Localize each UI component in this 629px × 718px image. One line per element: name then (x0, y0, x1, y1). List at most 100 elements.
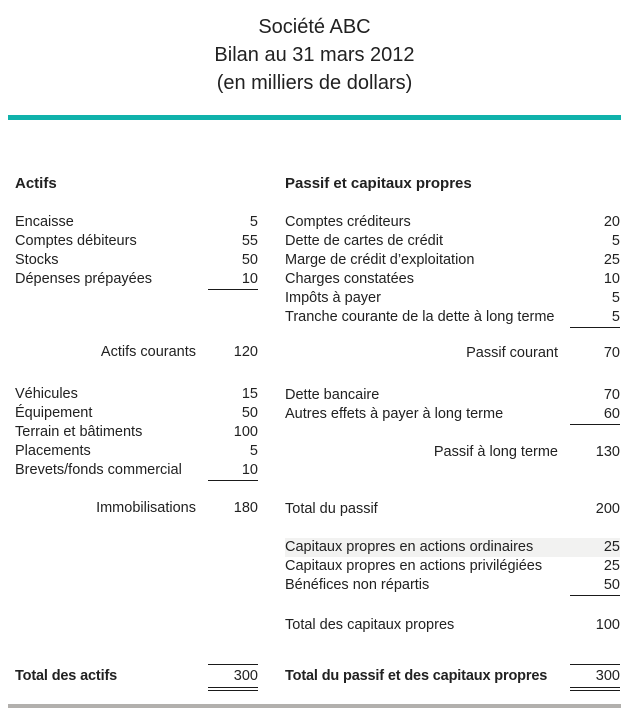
row-label: Passif à long terme (433, 444, 558, 460)
table-row: Dette de cartes de crédit 5 (285, 232, 620, 251)
row-value: 5 (249, 443, 258, 459)
row-label: Capitaux propres en actions ordinaires (285, 539, 534, 555)
units-note: (en milliers de dollars) (216, 72, 413, 94)
row-value: 5 (611, 290, 620, 306)
row-value: 10 (603, 271, 620, 287)
subtotal-row: Immobilisations 180 (15, 499, 258, 518)
table-row: Encaisse 5 (15, 213, 258, 232)
top-accent-rule (8, 115, 621, 120)
table-row: Véhicules 15 (15, 385, 258, 404)
row-value: 5 (249, 214, 258, 230)
row-value: 130 (595, 444, 620, 460)
table-row: Comptes débiteurs 55 (15, 232, 258, 251)
row-value: 55 (241, 233, 258, 249)
row-value: 180 (233, 500, 258, 516)
table-row: Impôts à payer 5 (285, 289, 620, 308)
table-row: Brevets/fonds commercial 10 (15, 461, 258, 481)
line-row: Total du passif 200 (285, 500, 620, 519)
table-row: Marge de crédit d’exploitation 25 (285, 251, 620, 270)
total-row: Total du passif et des capitaux propres 3… (285, 664, 620, 691)
line-row: Total des capitaux propres 100 (285, 616, 620, 635)
row-value: 10 (208, 270, 258, 290)
row-value: 5 (611, 233, 620, 249)
row-label: Placements (15, 443, 91, 459)
subtotal-row: Passif à long terme 130 (285, 443, 620, 462)
row-label: Dépenses prépayées (15, 271, 153, 287)
row-label: Tranche courante de la dette à long term… (285, 309, 555, 325)
table-row: Tranche courante de la dette à long term… (285, 308, 620, 328)
subtotal-row: Passif courant 70 (285, 344, 620, 363)
row-value: 5 (570, 308, 620, 328)
row-label: Passif courant (466, 345, 558, 361)
row-label: Brevets/fonds commercial (15, 462, 182, 478)
table-row: Capitaux propres en actions ordinaires 25 (285, 538, 620, 557)
row-value: 70 (603, 387, 620, 403)
row-value: 10 (208, 461, 258, 481)
row-label: Terrain et bâtiments (15, 424, 143, 440)
table-row: Charges constatées 10 (285, 270, 620, 289)
row-value: 60 (570, 405, 620, 425)
document-title-block: Société ABC Bilan au 31 mars 2012 (en mi… (0, 0, 629, 97)
table-row: Dette bancaire 70 (285, 386, 620, 405)
balance-sheet-body: Actifs Encaisse 5 Comptes débiteurs 55 Stock… (15, 174, 620, 691)
row-label: Comptes créditeurs (285, 214, 411, 230)
row-value: 20 (603, 214, 620, 230)
items-group: Dette bancaire 70 Autres effets à payer à … (285, 386, 620, 425)
bottom-gray-rule (8, 704, 621, 708)
row-label: Dette bancaire (285, 387, 380, 403)
row-value: 25 (603, 252, 620, 268)
company-name: Société ABC (258, 16, 371, 38)
row-label: Équipement (15, 405, 93, 421)
row-label: Autres effets à payer à long terme (285, 406, 504, 422)
liabilities-equity-heading: Passif et capitaux propres (285, 175, 472, 192)
items-group: Véhicules 15 Équipement 50 Terrain et bâtime… (15, 385, 258, 481)
table-row: Stocks 50 (15, 251, 258, 270)
table-row: Autres effets à payer à long terme 60 (285, 405, 620, 425)
row-label: Charges constatées (285, 271, 414, 287)
row-label: Actifs courants (100, 344, 196, 360)
table-row: Équipement 50 (15, 404, 258, 423)
row-value: 50 (570, 576, 620, 596)
assets-heading: Actifs (15, 175, 57, 192)
liabilities-equity-column: Passif et capitaux propres Comptes crédi… (285, 174, 620, 691)
table-row: Dépenses prépayées 10 (15, 270, 258, 290)
row-label: Stocks (15, 252, 59, 268)
row-value: 50 (241, 252, 258, 268)
row-value: 25 (603, 539, 620, 555)
row-label: Total des actifs (15, 668, 118, 684)
row-label: Total des capitaux propres (285, 617, 455, 633)
row-value: 70 (603, 345, 620, 361)
row-label: Dette de cartes de crédit (285, 233, 443, 249)
table-row: Placements 5 (15, 442, 258, 461)
row-label: Véhicules (15, 386, 78, 402)
subtotal-row: Actifs courants 120 (15, 343, 258, 362)
row-label: Impôts à payer (285, 290, 381, 306)
row-value: 120 (233, 344, 258, 360)
row-value: 15 (241, 386, 258, 402)
items-group: Comptes créditeurs 20 Dette de cartes de c… (285, 213, 620, 328)
row-label: Immobilisations (96, 500, 196, 516)
table-row: Bénéfices non répartis 50 (285, 576, 620, 596)
assets-column: Actifs Encaisse 5 Comptes débiteurs 55 Stock… (15, 174, 258, 691)
row-value: 25 (603, 558, 620, 574)
row-label: Comptes débiteurs (15, 233, 137, 249)
statement-title: Bilan au 31 mars 2012 (214, 44, 415, 66)
row-value: 300 (208, 664, 258, 691)
row-label: Encaisse (15, 214, 74, 230)
total-row: Total des actifs 300 (15, 664, 258, 691)
items-group: Capitaux propres en actions ordinaires 25… (285, 538, 620, 596)
table-row: Capitaux propres en actions privilégiées… (285, 557, 620, 576)
row-value: 100 (595, 617, 620, 633)
items-group: Encaisse 5 Comptes débiteurs 55 Stocks 50 Dépe… (15, 213, 258, 290)
row-label: Total du passif et des capitaux propres (285, 668, 548, 684)
row-label: Marge de crédit d’exploitation (285, 252, 475, 268)
row-value: 100 (233, 424, 258, 440)
row-label: Total du passif (285, 501, 378, 517)
table-row: Comptes créditeurs 20 (285, 213, 620, 232)
row-value: 300 (570, 664, 620, 691)
table-row: Terrain et bâtiments 100 (15, 423, 258, 442)
row-value: 50 (241, 405, 258, 421)
row-value: 200 (595, 501, 620, 517)
row-label: Capitaux propres en actions privilégiées (285, 558, 543, 574)
row-label: Bénéfices non répartis (285, 577, 430, 593)
